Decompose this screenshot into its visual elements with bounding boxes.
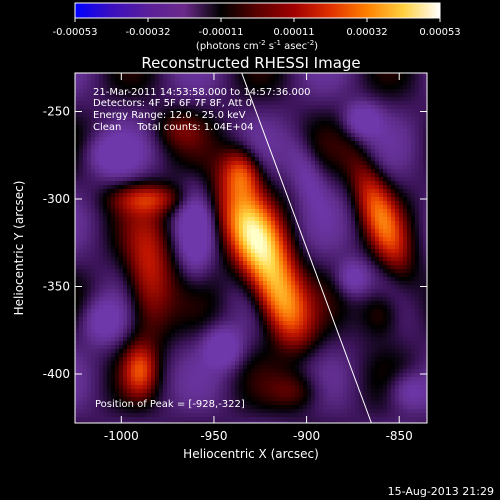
chart-title: Reconstructed RHESSI Image <box>141 54 360 72</box>
colorbar-tick-label: 0.00053 <box>419 27 460 38</box>
x-axis-label: Heliocentric X (arcsec) <box>183 447 319 461</box>
annotation-peak-position: Position of Peak = [-928,-322] <box>95 399 245 410</box>
annotation-block: 21-Mar-2011 14:53:58.000 to 14:57:36.000… <box>93 87 311 410</box>
annotation-clean-counts: Clean Total counts: 1.04E+04 <box>93 122 253 133</box>
colorbar-ticks: -0.00053 -0.00032 -0.00011 0.00011 0.00032 0.… <box>53 18 461 38</box>
colorbar-tick-label: -0.00011 <box>199 27 244 38</box>
colorbar <box>74 2 441 19</box>
annotation-time: 21-Mar-2011 14:53:58.000 to 14:57:36.000 <box>93 87 311 98</box>
plot-frame <box>74 72 428 424</box>
y-axis: -400 -350 -300 -250 <box>43 105 427 381</box>
x-tick-label: -850 <box>386 429 413 443</box>
colorbar-units: (photons cm-2 s-1 asec-2) <box>196 39 318 52</box>
colorbar-tick-label: -0.00032 <box>126 27 171 38</box>
annotation-energy: Energy Range: 12.0 - 25.0 keV <box>93 110 246 121</box>
y-axis-label: Heliocentric Y (arcsec) <box>12 181 26 316</box>
colorbar-tick-label: 0.00032 <box>346 27 387 38</box>
x-tick-label: -1000 <box>104 429 139 443</box>
footer-timestamp: 15-Aug-2013 21:29 <box>387 485 494 498</box>
colorbar-tick-label: 0.00011 <box>273 27 314 38</box>
x-axis: -1000 -950 -900 -850 <box>104 73 413 443</box>
y-tick-label: -300 <box>43 192 70 206</box>
annotation-detectors: Detectors: 4F 5F 6F 7F 8F, Att 0 <box>93 98 252 109</box>
x-tick-label: -950 <box>200 429 227 443</box>
y-tick-label: -350 <box>43 280 70 294</box>
y-tick-label: -400 <box>43 367 70 381</box>
colorbar-tick-label: -0.00053 <box>53 27 98 38</box>
y-tick-label: -250 <box>43 105 70 119</box>
heatmap-image <box>75 73 427 423</box>
x-tick-label: -900 <box>293 429 320 443</box>
solar-limb-line <box>241 73 372 423</box>
